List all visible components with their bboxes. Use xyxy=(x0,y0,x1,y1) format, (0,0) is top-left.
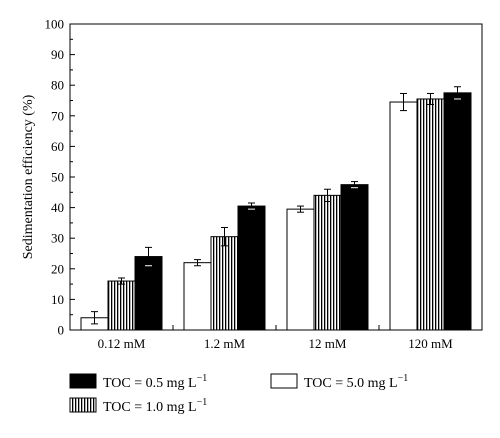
y-tick-label: 90 xyxy=(51,47,64,62)
y-tick-label: 60 xyxy=(51,139,64,154)
legend-label-main: TOC = 1.0 mg L xyxy=(103,400,197,415)
bar xyxy=(286,208,315,331)
x-tick-label: 12 mM xyxy=(309,336,347,351)
y-tick-label: 100 xyxy=(45,17,65,32)
bar xyxy=(183,262,212,331)
legend-swatch xyxy=(69,397,97,413)
y-tick-label: 20 xyxy=(51,261,64,276)
legend-label-superscript: −1 xyxy=(197,373,208,384)
x-tick-label: 1.2 mM xyxy=(204,336,246,351)
y-tick-label: 0 xyxy=(58,323,65,338)
plot-area: 0 10 20 30 40 50 60 70 80 90 100 Sedimentation effi… xyxy=(21,17,483,351)
legend-label-superscript: −1 xyxy=(398,373,409,384)
y-axis-title: Sedimentation efficiency (%) xyxy=(21,94,36,259)
bar xyxy=(389,101,418,331)
bar xyxy=(340,184,369,331)
legend-label: TOC = 0.5 mg L−1 xyxy=(103,373,207,391)
y-tick-label: 80 xyxy=(51,78,64,93)
legend-label-main: TOC = 0.5 mg L xyxy=(103,376,197,391)
y-tick-label: 10 xyxy=(51,292,64,307)
legend-label: TOC = 5.0 mg L−1 xyxy=(304,373,408,391)
legend-label: TOC = 1.0 mg L−1 xyxy=(103,397,207,415)
bar xyxy=(313,194,342,331)
y-tick-label: 50 xyxy=(51,170,64,185)
legend-swatch xyxy=(69,373,97,389)
x-tick-label: 0.12 mM xyxy=(98,336,146,351)
x-tick-label: 120 mM xyxy=(408,336,453,351)
bar xyxy=(443,92,472,331)
legend-swatch xyxy=(270,373,298,389)
y-tick-label: 40 xyxy=(51,200,64,215)
bar xyxy=(134,256,163,331)
y-tick-label: 70 xyxy=(51,108,64,123)
legend-label-superscript: −1 xyxy=(197,397,208,408)
bar xyxy=(416,98,445,331)
bar xyxy=(210,236,239,331)
bar xyxy=(107,280,136,331)
y-tick-label: 30 xyxy=(51,231,64,246)
bar xyxy=(237,205,266,331)
legend-label-main: TOC = 5.0 mg L xyxy=(304,376,398,391)
